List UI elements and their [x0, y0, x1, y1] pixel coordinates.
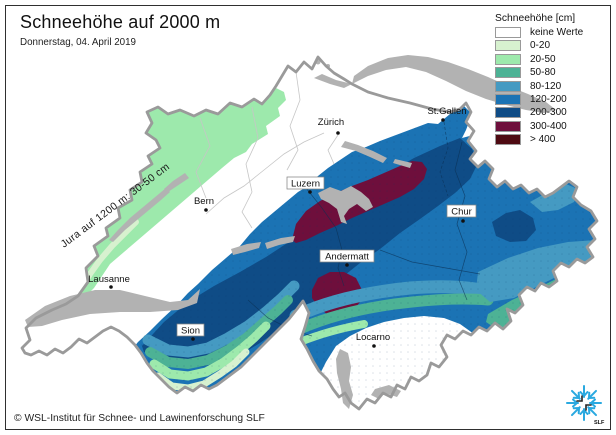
city-luzern: Luzern — [286, 176, 325, 194]
legend-item: 120-200 — [495, 93, 605, 105]
lake-thun — [231, 242, 261, 255]
swiss-border — [20, 55, 599, 411]
legend: Schneehöhe [cm] keine Werte 0-20 20-50 5… — [495, 13, 605, 148]
city-lausanne: Lausanne — [88, 274, 130, 289]
slf-logo: SLF — [566, 385, 605, 426]
lake-brienz — [265, 236, 295, 249]
label-box — [319, 249, 375, 263]
label-box — [446, 204, 477, 218]
legend-item: 50-80 — [495, 67, 605, 79]
svg-text:Lausanne: Lausanne — [88, 274, 130, 285]
legend-title: Schneehöhe [cm] — [495, 13, 576, 24]
legend-swatch — [495, 67, 521, 79]
legend-item: 200-300 — [495, 107, 605, 119]
city-dot — [109, 285, 113, 289]
city-dot — [441, 118, 445, 122]
svg-text:St.Gallen: St.Gallen — [427, 106, 466, 117]
lake-geneva — [25, 289, 200, 327]
city-dot — [345, 263, 349, 267]
lake-maggiore — [336, 349, 353, 409]
lake-neuchatel — [109, 188, 170, 242]
city-andermatt: Andermatt — [319, 249, 375, 267]
city-bern: Bern — [194, 196, 214, 212]
svg-text:Chur: Chur — [451, 207, 472, 218]
slf-logo-label: SLF — [594, 420, 605, 426]
lake-biel — [164, 173, 189, 192]
map-regions — [77, 88, 597, 409]
lake-walen — [393, 159, 412, 168]
svg-text:Andermatt: Andermatt — [325, 252, 369, 263]
lake-constance-arm — [314, 74, 352, 88]
city-zurich: Zürich — [318, 117, 344, 135]
legend-swatch — [495, 40, 521, 52]
page-title: Schneehöhe auf 2000 m — [20, 12, 221, 32]
legend-item: keine Werte — [495, 27, 605, 38]
city-sion: Sion — [176, 323, 205, 341]
city-dot — [336, 131, 340, 135]
figure-frame — [5, 5, 611, 430]
label-box — [286, 176, 325, 190]
label-box — [176, 323, 205, 337]
legend-item: > 400 — [495, 134, 605, 146]
legend-item: 20-50 — [495, 53, 605, 65]
legend-swatch — [495, 107, 521, 119]
lowland-boundaries — [195, 71, 339, 229]
city-dot — [204, 208, 208, 212]
svg-text:Sion: Sion — [181, 326, 200, 337]
city-dot — [372, 344, 376, 348]
legend-swatch — [495, 93, 521, 105]
legend-swatch — [495, 53, 521, 65]
svg-text:Bern: Bern — [194, 196, 214, 207]
city-dot — [191, 337, 195, 341]
legend-swatch — [495, 120, 521, 132]
city-chur: Chur — [446, 204, 477, 223]
legend-item: 0-20 — [495, 40, 605, 52]
city-stgallen: St.Gallen — [427, 106, 467, 122]
copyright-text: © WSL-Institut für Schnee- und Lawinenfo… — [14, 413, 265, 424]
lake-lucerne — [318, 186, 373, 224]
lake-zurich — [341, 141, 387, 163]
snowflake-icon — [566, 385, 602, 421]
svg-text:Locarno: Locarno — [356, 332, 390, 343]
legend-swatch — [495, 134, 521, 146]
lake-lugano — [371, 385, 401, 399]
date-subtitle: Donnerstag, 04. April 2019 — [20, 37, 137, 48]
city-markers: Zürich St.Gallen Luzern Bern Chur — [88, 106, 477, 348]
svg-text:Zürich: Zürich — [318, 117, 344, 128]
header: Schneehöhe auf 2000 m Donnerstag, 04. Ap… — [20, 12, 220, 48]
legend-swatch — [495, 27, 521, 38]
city-dot — [308, 190, 312, 194]
svg-text:Luzern: Luzern — [291, 179, 320, 190]
region-20-50-jura — [78, 88, 286, 296]
legend-swatch — [495, 80, 521, 92]
legend-item: 80-120 — [495, 80, 605, 92]
legend-item: 300-400 — [495, 120, 605, 132]
city-locarno: Locarno — [356, 332, 390, 348]
city-dot — [461, 219, 465, 223]
